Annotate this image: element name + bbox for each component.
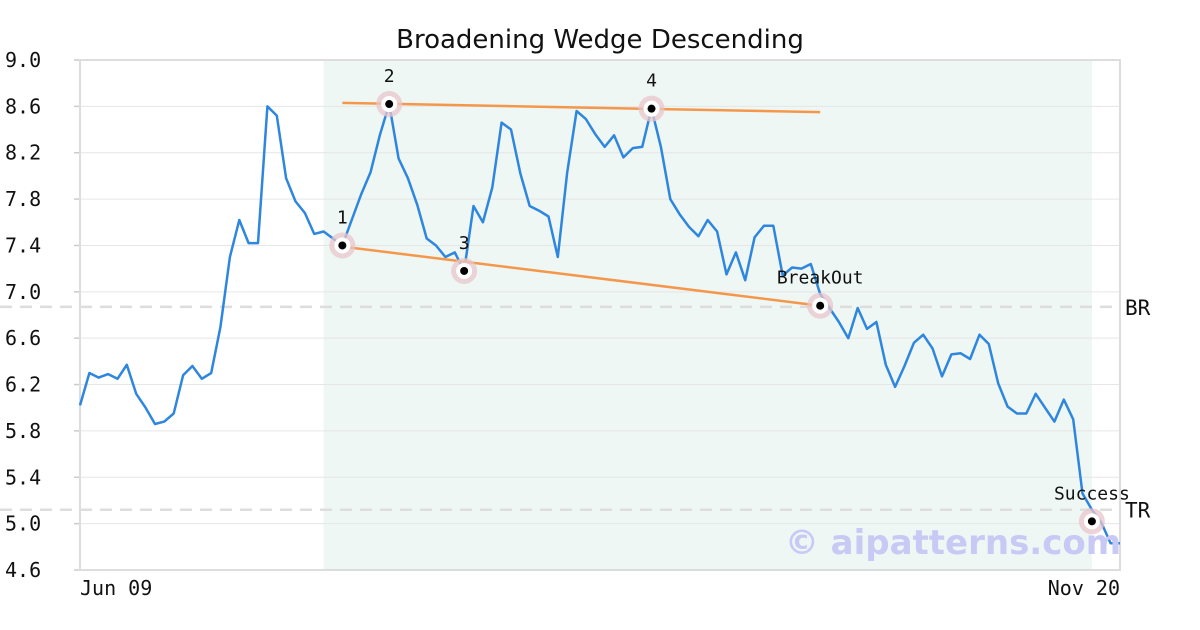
y-tick-label: 5.8 (5, 419, 41, 443)
pivot-label: 3 (459, 233, 470, 254)
pivot-marker (338, 241, 347, 250)
x-tick-label: Nov 20 (1048, 576, 1120, 600)
pivot-marker (460, 266, 469, 275)
y-tick-label: 9.0 (5, 48, 41, 72)
y-tick-label: 5.4 (5, 465, 41, 489)
pivot-marker (647, 104, 656, 113)
pivot-label: 2 (384, 66, 395, 87)
chart-title: Broadening Wedge Descending (396, 25, 804, 55)
y-tick-label: 8.2 (5, 141, 41, 165)
price-line (78, 102, 1120, 545)
pivot-marker (1087, 517, 1096, 526)
level-label: TR (1125, 499, 1151, 523)
trend-line (342, 101, 821, 114)
y-tick-label: 7.8 (5, 187, 41, 211)
watermark: © aipatterns.com (785, 523, 1121, 563)
y-tick-label: 8.6 (5, 94, 41, 118)
y-tick-label: 6.2 (5, 373, 41, 397)
plot-frame (79, 59, 1121, 571)
pattern-region (323, 60, 1092, 570)
y-tick-label: 5.0 (5, 512, 41, 536)
pivot-label: BreakOut (777, 268, 864, 289)
y-tick-label: 7.4 (5, 233, 41, 257)
x-tick-label: Jun 09 (80, 576, 152, 600)
pivot-label: 4 (646, 71, 657, 92)
pivot-label: Success (1054, 483, 1130, 504)
level-label: BR (1125, 296, 1151, 320)
y-tick-label: 7.0 (5, 280, 41, 304)
y-tick-label: 6.6 (5, 326, 41, 350)
y-tick-label: 4.6 (5, 558, 41, 582)
pivot-label: 1 (337, 207, 348, 228)
pivot-marker (816, 301, 825, 310)
pivot-marker (385, 100, 394, 109)
trend-line (342, 245, 821, 307)
